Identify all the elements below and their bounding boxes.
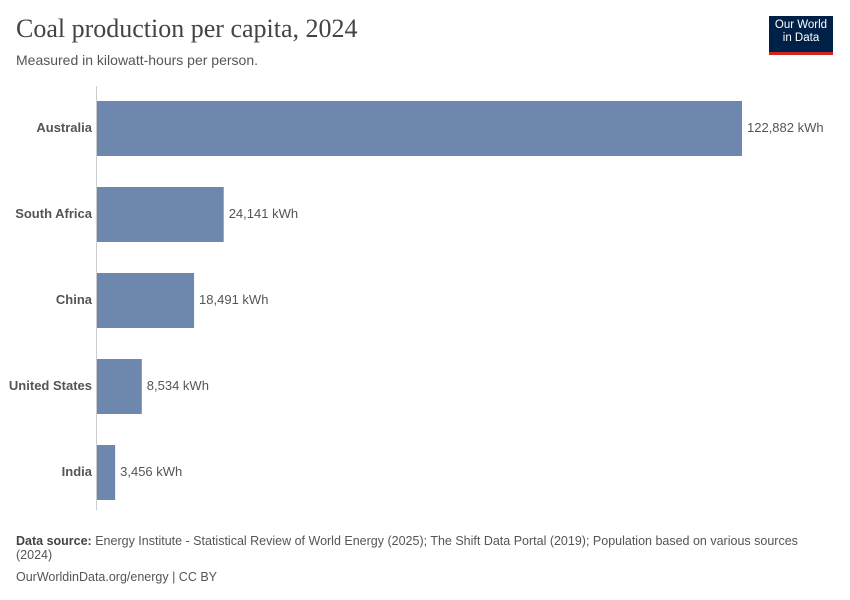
category-label: United States (9, 378, 92, 393)
chart-subtitle: Measured in kilowatt-hours per person. (16, 52, 259, 68)
chart: Australia 122,882 kWh South Africa 24,141 k… (9, 86, 824, 510)
logo-text: Our World (774, 19, 828, 31)
bar (97, 445, 116, 500)
footer-link[interactable]: OurWorldinData.org/energy | CC BY (16, 570, 218, 584)
logo[interactable]: Our World in Data (769, 16, 833, 55)
value-label: 3,456 kWh (120, 464, 182, 479)
source-text: Energy Institute - Statistical Review of… (16, 534, 798, 562)
bar (97, 359, 142, 414)
bar (97, 273, 195, 328)
value-label: 18,491 kWh (199, 292, 268, 307)
value-label: 122,882 kWh (747, 120, 824, 135)
category-label: China (56, 292, 93, 307)
chart-title: Coal production per capita, 2024 (16, 14, 358, 43)
value-label: 8,534 kWh (147, 378, 209, 393)
category-label: South Africa (15, 206, 93, 221)
bar (97, 187, 224, 242)
category-label: Australia (36, 120, 92, 135)
logo-text: in Data (782, 32, 820, 44)
value-label: 24,141 kWh (229, 206, 298, 221)
source-label: Data source: (16, 534, 92, 548)
bar (97, 101, 742, 156)
category-label: India (62, 464, 93, 479)
source: Data source: Energy Institute - Statisti… (16, 534, 826, 562)
